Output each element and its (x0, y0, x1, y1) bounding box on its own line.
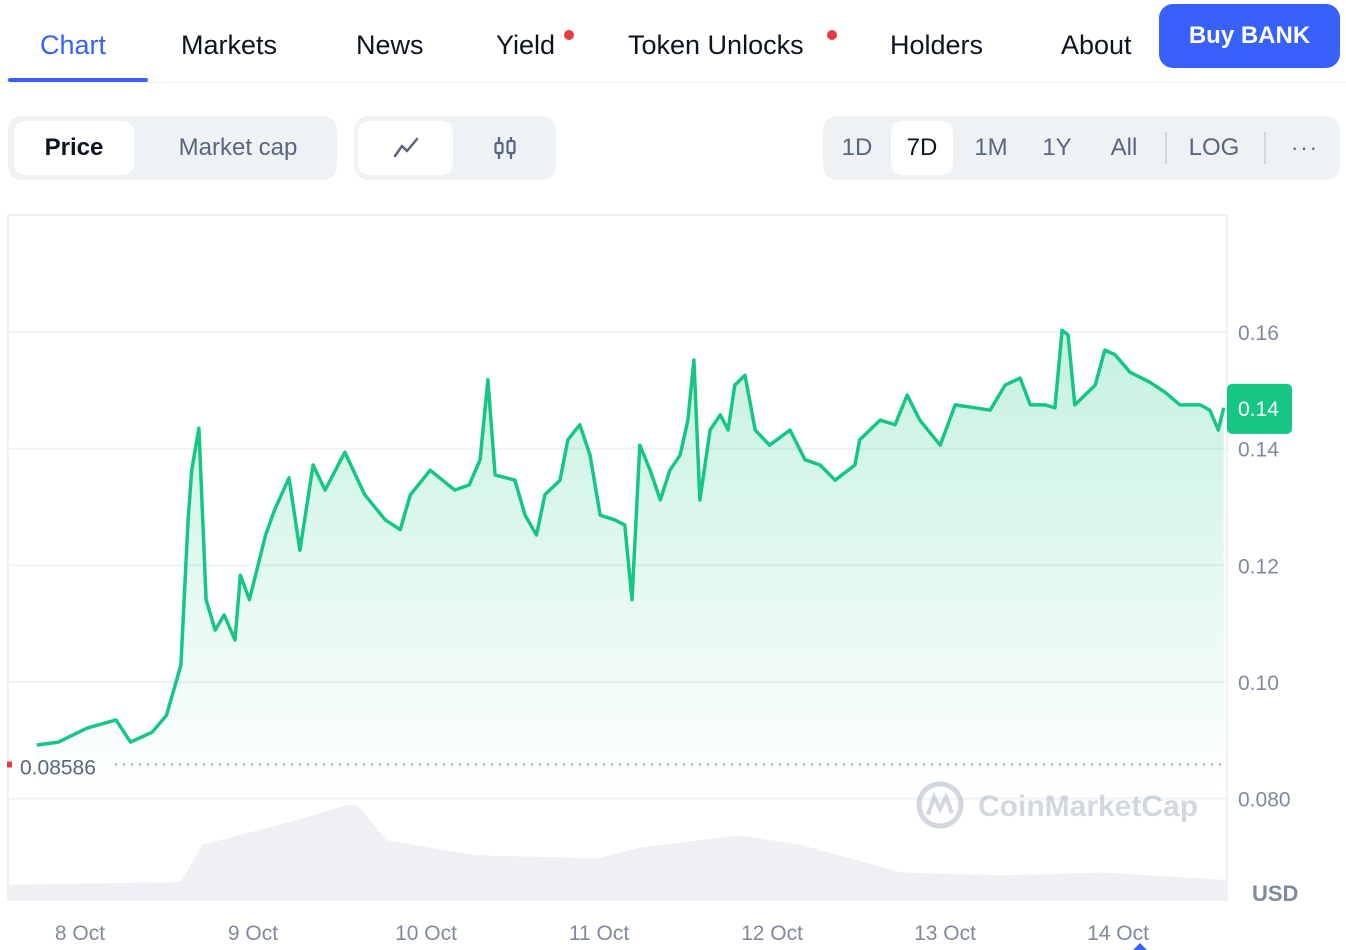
x-tick-label: 11 Oct (569, 922, 629, 945)
x-tick-label: 9 Oct (228, 922, 278, 945)
line-chart-icon (393, 137, 418, 158)
price-line (36, 328, 1226, 747)
tab-about[interactable]: About (1061, 30, 1132, 60)
open-price-label: 0.08586 (20, 756, 96, 779)
y-tick-label: 0.16 (1238, 322, 1279, 345)
range-7d[interactable]: 7D (891, 121, 953, 175)
x-tick-label: 14 Oct (1087, 922, 1149, 945)
coinmarketcap-watermark: CoinMarketCap (916, 781, 1198, 829)
y-tick-label: 0.10 (1238, 672, 1279, 695)
active-tab-indicator (8, 78, 148, 82)
range-1m[interactable]: 1M (974, 134, 1008, 161)
y-tick-label: 0.14 (1238, 439, 1279, 462)
price-area-fill (36, 330, 1224, 798)
current-price-label: 0.14 (1238, 398, 1279, 421)
watermark-text: CoinMarketCap (978, 790, 1198, 823)
nav-divider (0, 82, 1346, 83)
token-unlocks-badge-dot (827, 30, 837, 40)
line-chart-option[interactable] (358, 121, 453, 175)
tab-markets[interactable]: Markets (181, 30, 278, 60)
yield-badge-dot (564, 30, 574, 40)
x-tick-label: 8 Oct (55, 922, 105, 945)
range-1y[interactable]: 1Y (1042, 134, 1072, 161)
current-price-tag: 0.14 (1227, 383, 1292, 434)
tab-chart[interactable]: Chart (40, 30, 107, 60)
x-tick-label: 10 Oct (395, 922, 457, 945)
market-cap-option[interactable]: Market cap (178, 134, 298, 161)
metric-toggle: Price Market cap (8, 116, 337, 180)
price-option[interactable]: Price (14, 121, 134, 175)
candlestick-option[interactable] (457, 121, 552, 175)
chart-type-toggle (354, 116, 556, 180)
candlestick-icon (493, 137, 516, 159)
tab-holders[interactable]: Holders (890, 30, 984, 60)
tab-token-unlocks[interactable]: Token Unlocks (628, 30, 804, 60)
currency-label: USD (1252, 881, 1298, 906)
log-divider (1264, 132, 1266, 164)
volume-area (8, 805, 1227, 900)
open-price-marker (7, 761, 12, 768)
range-1d[interactable]: 1D (841, 134, 873, 161)
x-tick-label: 13 Oct (914, 922, 976, 945)
y-tick-label: 0.12 (1238, 555, 1279, 578)
range-all[interactable]: All (1110, 134, 1138, 161)
y-tick-label: 0.080 (1238, 789, 1291, 812)
range-divider (1165, 132, 1167, 164)
time-range-toggle: 1D 7D 1M 1Y All LOG ··· (823, 116, 1340, 180)
x-tick-label: 12 Oct (741, 922, 803, 945)
tab-yield[interactable]: Yield (496, 30, 556, 60)
buy-bank-button[interactable]: Buy BANK (1159, 4, 1340, 68)
log-scale-toggle[interactable]: LOG (1188, 134, 1240, 161)
current-time-marker (1133, 943, 1147, 950)
ellipsis-icon[interactable]: ··· (1291, 135, 1319, 160)
tab-news[interactable]: News (356, 30, 424, 60)
